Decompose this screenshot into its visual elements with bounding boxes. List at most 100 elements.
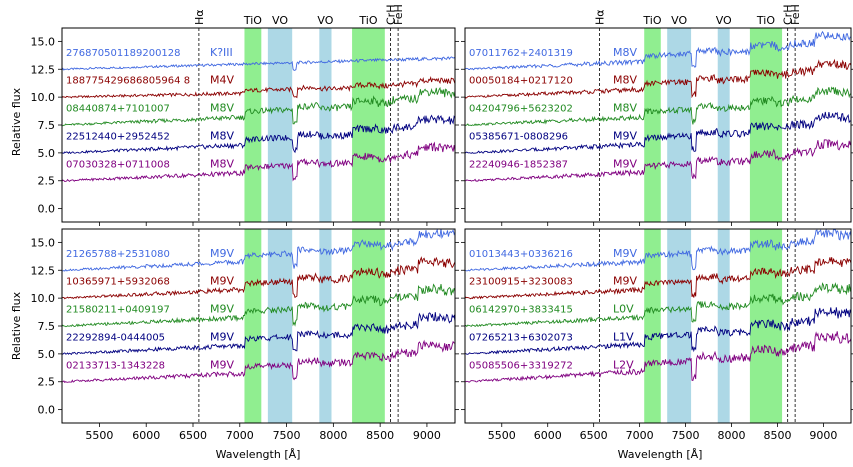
band-vo <box>717 229 730 423</box>
spectral-type-label: M8V <box>613 102 637 115</box>
x-tick-label: 6500 <box>580 429 608 442</box>
object-label: 188775429686805964 8 <box>66 76 190 87</box>
x-tick-label: 8500 <box>763 429 791 442</box>
y-axis-label-bottom: Relative flux <box>10 291 23 360</box>
spectrum-line <box>465 111 851 154</box>
spectrum-line <box>465 229 851 272</box>
feature-label-feh: FeH <box>789 4 802 25</box>
spectral-type-label: M9V <box>613 275 637 288</box>
feature-label-vo: VO <box>671 14 687 27</box>
object-label: 07011762+2401319 <box>469 48 573 59</box>
spectral-type-label: M8V <box>210 157 234 170</box>
spectrum-line <box>62 76 455 99</box>
band-vo <box>667 229 692 423</box>
x-tick-label: 7000 <box>626 429 654 442</box>
x-tick-label: 5500 <box>85 429 113 442</box>
object-label: 01013443+0336216 <box>469 249 573 260</box>
band-tio <box>749 229 783 423</box>
y-tick-label: 15.0 <box>31 35 56 48</box>
feature-label-crh: CrH <box>385 5 398 25</box>
object-label: 05085506+3319272 <box>469 360 573 371</box>
x-tick-label: 8000 <box>319 429 347 442</box>
band-vo <box>717 28 730 222</box>
feature-label-crh: CrH <box>782 5 795 25</box>
spectral-type-label: M8V <box>210 102 234 115</box>
x-tick-label: 9000 <box>809 429 837 442</box>
spectrum-line <box>465 58 851 99</box>
x-tick-label: 6500 <box>179 429 207 442</box>
object-label: 21265788+2531080 <box>66 249 170 260</box>
band-tio <box>244 229 262 423</box>
spectrum-line <box>465 282 851 328</box>
y-axis-label-top: Relative flux <box>10 87 23 156</box>
x-tick-label: 9000 <box>413 429 441 442</box>
y-tick-label: 0.0 <box>38 203 56 216</box>
spectrum-line <box>465 257 851 300</box>
x-axis-label-right: Wavelength [Å] <box>618 448 703 461</box>
spectrum-line <box>465 30 851 71</box>
y-tick-label: 7.5 <box>38 119 56 132</box>
object-label: 07265213+6302073 <box>469 332 573 343</box>
band-vo <box>667 28 692 222</box>
x-tick-label: 8500 <box>366 429 394 442</box>
x-tick-label: 7500 <box>273 429 301 442</box>
spectral-type-label: M9V <box>613 247 637 260</box>
feature-label-vo: VO <box>272 14 288 27</box>
spectra <box>465 229 851 383</box>
band-tio <box>644 28 661 222</box>
spectral-type-label: M8V <box>210 129 234 142</box>
spectrum-line <box>62 56 455 71</box>
band-vo <box>267 229 293 423</box>
y-tick-label: 5.0 <box>38 147 56 160</box>
band-vo <box>267 28 293 222</box>
spectral-type-label: M9V <box>210 330 234 343</box>
object-label: 23100915+3230083 <box>469 277 573 288</box>
y-tick-label: 15.0 <box>31 236 56 249</box>
band-tio <box>244 28 262 222</box>
x-tick-label: 6000 <box>132 429 160 442</box>
x-axis-label-left: Wavelength [Å] <box>216 448 301 461</box>
spectra <box>62 229 455 384</box>
y-tick-label: 12.5 <box>31 264 56 277</box>
object-label: 22292894-0444005 <box>66 332 165 343</box>
y-tick-label: 10.0 <box>31 91 56 104</box>
feature-label-tio: TiO <box>358 14 377 27</box>
spectrum-line <box>62 86 455 127</box>
spectrum-line <box>62 283 455 328</box>
feature-label-vo: VO <box>716 14 732 27</box>
band-tio <box>352 229 385 423</box>
spectral-type-label: M9V <box>210 247 234 260</box>
panel-bottom-left: 21265788+2531080 M9V 10365971+5932068 M9V 21… <box>31 228 459 442</box>
y-tick-label: 10.0 <box>31 292 56 305</box>
object-label: 04204796+5623202 <box>469 104 573 115</box>
panel-bottom-right: 01013443+0336216 M9V 23100915+3230083 M9V 06… <box>461 228 853 442</box>
band-tio <box>352 28 385 222</box>
feature-label-tio: TiO <box>243 14 262 27</box>
spectral-type-label: M9V <box>210 358 234 371</box>
spectrum-line <box>62 312 455 356</box>
feature-label-tio: TiO <box>642 14 661 27</box>
spectrum-line <box>62 229 455 272</box>
spectral-type-label: M4V <box>210 74 234 87</box>
object-label: 10365971+5932068 <box>66 277 170 288</box>
spectrum-line <box>62 256 455 300</box>
spectral-type-label: M9V <box>613 129 637 142</box>
object-label: 276870501189200128 <box>66 48 181 59</box>
object-label: 21580211+0409197 <box>66 305 170 316</box>
y-tick-label: 0.0 <box>38 404 56 417</box>
spectral-type-label: K?III <box>210 46 233 59</box>
band-vo <box>319 229 332 423</box>
y-tick-label: 12.5 <box>31 63 56 76</box>
object-label: 06142970+3833415 <box>469 305 573 316</box>
spectral-type-label: M8V <box>613 46 637 59</box>
spectrum-line <box>62 339 455 384</box>
band-vo <box>319 28 332 222</box>
y-tick-label: 7.5 <box>38 320 56 333</box>
object-label: 22240946-1852387 <box>469 159 568 170</box>
y-tick-label: 5.0 <box>38 348 56 361</box>
spectra <box>62 56 455 183</box>
